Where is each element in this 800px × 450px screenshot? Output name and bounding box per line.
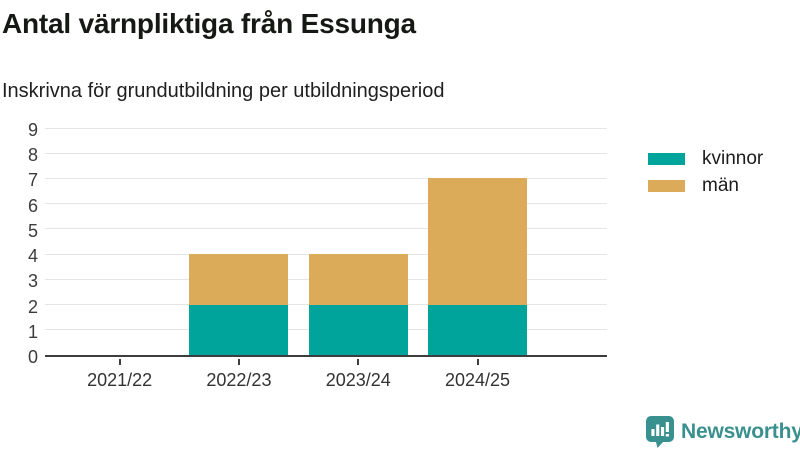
gridline-y-9 (45, 127, 607, 129)
chart-subtitle: Inskrivna för grundutbildning per utbild… (2, 80, 445, 102)
legend-swatch-man (648, 179, 685, 192)
y-tick-label: 6 (27, 195, 38, 216)
chart-title: Antal värnpliktiga från Essunga (2, 8, 416, 39)
x-axis-tick (118, 359, 121, 365)
y-tick-label: 5 (27, 220, 38, 241)
newsworthy-bar-chart-icon (646, 416, 674, 448)
x-axis: 2021/22 2022/23 2023/24 2024/25 (45, 370, 607, 394)
x-tick-label: 2022/23 (206, 370, 272, 390)
bar-2022-23-män (189, 254, 289, 305)
x-axis-tick (476, 359, 479, 365)
y-tick-label: 0 (27, 347, 38, 367)
legend: kvinnor män (648, 145, 763, 199)
x-axis-tick (237, 359, 240, 365)
gridline-y-7 (45, 177, 607, 179)
legend-swatch-kvinnor (648, 152, 685, 165)
gridline-y-8 (45, 152, 607, 154)
gridline-y-5 (45, 228, 607, 230)
plot-area (45, 127, 607, 357)
newsworthy-wordmark: Newsworthy (681, 420, 800, 443)
legend-item-man: män (648, 172, 763, 199)
y-tick-label: 9 (27, 120, 38, 140)
gridline-y-6 (45, 203, 607, 205)
y-tick-label: 3 (27, 271, 38, 292)
y-tick-label: 8 (27, 145, 38, 166)
x-axis-tick (357, 359, 360, 365)
bar-2024-25-män (428, 178, 528, 305)
y-tick-label: 2 (27, 296, 38, 317)
y-tick-label: 4 (27, 246, 38, 267)
x-tick-label: 2023/24 (325, 370, 391, 390)
x-tick-label: 2021/22 (87, 370, 153, 390)
newsworthy-logo: Newsworthy (646, 416, 800, 448)
y-tick-label: 7 (27, 170, 38, 191)
legend-item-kvinnor: kvinnor (648, 145, 763, 172)
legend-label-man: män (702, 174, 739, 196)
legend-label-kvinnor: kvinnor (702, 147, 764, 169)
bar-2022-23-kvinnor (189, 304, 289, 355)
x-tick-label: 2024/25 (445, 370, 511, 390)
bar-2024-25-kvinnor (428, 304, 528, 355)
y-axis: 0 1 2 3 4 5 6 7 8 9 (0, 120, 38, 367)
bar-2023-24-män (308, 254, 408, 305)
y-tick-label: 1 (27, 321, 38, 342)
bar-2023-24-kvinnor (308, 304, 408, 355)
